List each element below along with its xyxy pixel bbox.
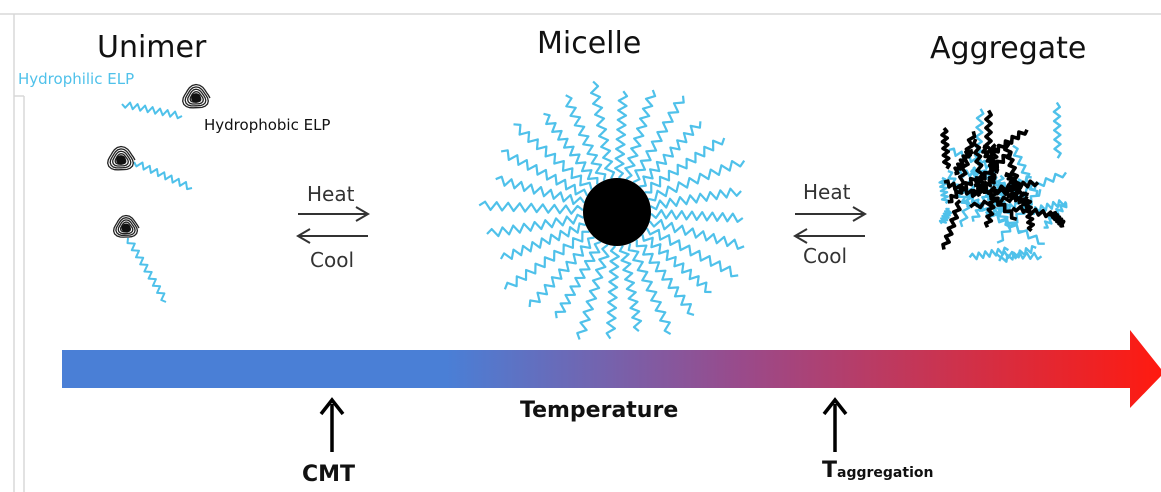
temperature-bar	[62, 330, 1161, 408]
micelle-corona-chain	[614, 90, 629, 179]
micelle-corona-chain	[495, 175, 586, 206]
micelle-corona-chain	[513, 123, 593, 190]
aggregate-hydrophilic-chain	[1029, 199, 1068, 216]
hydrophobic-label: Hydrophobic ELP	[204, 116, 331, 134]
aggregate-illustration	[938, 101, 1068, 263]
micelle-corona-chain	[650, 209, 744, 223]
micelle-corona-chain	[624, 89, 657, 181]
unimer-group	[107, 83, 211, 303]
micelle-corona-chain	[648, 159, 746, 202]
heat-cool-arrows-left	[296, 206, 370, 244]
aggregate-hydrophobic-chain	[941, 199, 962, 250]
aggregate-hydrophobic-chain	[993, 179, 1040, 194]
micelle-corona-chain	[503, 230, 590, 290]
heat-label-right: Heat	[803, 180, 851, 204]
micelle-corona-chain	[576, 243, 610, 340]
micelle-illustration	[478, 80, 746, 340]
heat-arrow-head	[852, 206, 867, 222]
aggregate-title: Aggregate	[930, 31, 1087, 66]
micelle-corona-chain	[499, 222, 587, 260]
hydrophilic-chain	[121, 101, 183, 120]
cmt-label: CMT	[302, 462, 356, 487]
hydrophilic-chain	[126, 237, 167, 303]
cool-arrow-head	[296, 228, 311, 244]
aggregate-hydrophilic-chain	[996, 250, 1043, 261]
hydrophobic-coil	[112, 214, 140, 238]
cool-arrow-head	[793, 228, 808, 244]
taggregation-label: Taggregation	[822, 458, 933, 483]
micelle-corona-chain	[648, 219, 745, 250]
micelle-corona-chain	[543, 112, 599, 185]
hydrophobic-coil	[182, 83, 211, 109]
aggregate-hydrophobic-chain	[981, 144, 1000, 174]
aggregate-hydrophobic-chain	[969, 191, 1030, 210]
micelle-corona-chain	[639, 121, 702, 188]
micelle-corona-chain	[635, 239, 695, 316]
aggregate-hydrophilic-chain	[938, 176, 950, 205]
micelle-corona-chain	[478, 200, 584, 215]
micelle-corona-chain	[528, 236, 595, 308]
micelle-corona-chain	[641, 234, 712, 294]
hydrophilic-chain	[133, 161, 193, 191]
aggregate-hydrophobic-chain	[973, 180, 1018, 222]
cool-label-right: Cool	[803, 244, 847, 268]
heat-cool-arrows-right	[793, 206, 867, 244]
cool-label-left: Cool	[310, 248, 354, 272]
temperature-axis-label: Temperature	[520, 398, 679, 423]
taggregation-arrow	[822, 397, 848, 452]
aggregate-hydrophobic-chain	[958, 130, 977, 188]
aggregate-hydrophilic-chain	[948, 147, 997, 170]
micelle-corona-chain	[627, 243, 672, 336]
micelle-corona-chain	[590, 80, 616, 179]
micelle-corona-chain	[565, 94, 607, 181]
aggregate-hydrophobic-chain	[986, 128, 1029, 159]
aggregate-hydrophobic-chain	[953, 148, 974, 176]
aggregate-hydrophobic-chain	[1048, 210, 1066, 228]
aggregate-hydrophobic-chain	[1011, 204, 1059, 220]
micelle-corona-chain	[649, 187, 742, 211]
aggregate-hydrophilic-chain	[996, 189, 1042, 244]
heat-label-left: Heat	[307, 182, 355, 206]
unimer-title: Unimer	[97, 30, 207, 65]
aggregate-hydrophilic-chain	[1012, 144, 1039, 197]
aggregate-hydrophilic-chain	[1052, 101, 1062, 159]
aggregate-hydrophilic-chain	[998, 245, 1037, 263]
micelle-corona-chain	[644, 137, 726, 194]
micelle-corona-chain	[632, 95, 685, 184]
t-letter: T	[822, 458, 838, 483]
micelle-corona-chain	[605, 245, 620, 340]
micelle-corona-chain	[500, 149, 589, 197]
heat-arrow-head	[355, 206, 370, 222]
cmt-arrow	[319, 397, 345, 452]
aggregate-hydrophilic-chain	[938, 207, 953, 225]
micelle-corona-chain	[486, 213, 585, 238]
micelle-core	[583, 178, 651, 246]
micelle-corona-chain	[645, 227, 739, 278]
micelle-title: Micelle	[537, 26, 642, 61]
hydrophilic-label: Hydrophilic ELP	[18, 70, 135, 88]
aggregate-hydrophilic-chain	[984, 210, 1045, 245]
micelle-corona-chain	[554, 240, 602, 319]
t-subscript: aggregation	[837, 465, 934, 481]
aggregate-hydrophobic-chain	[940, 126, 951, 170]
hydrophobic-coil	[107, 145, 136, 171]
micelle-corona-chain	[618, 244, 643, 332]
